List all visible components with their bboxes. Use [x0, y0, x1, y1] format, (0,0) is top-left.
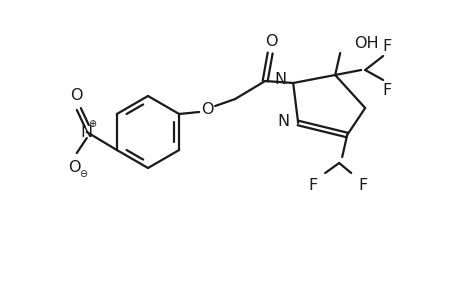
Text: N: N: [276, 113, 289, 128]
Text: ⊕: ⊕: [88, 119, 95, 129]
Text: N: N: [274, 71, 285, 86]
Text: F: F: [308, 178, 317, 193]
Text: F: F: [358, 178, 367, 193]
Text: F: F: [382, 82, 391, 98]
Text: O: O: [264, 34, 277, 49]
Text: ⊖: ⊖: [78, 169, 87, 179]
Text: OH: OH: [353, 35, 378, 50]
Text: O: O: [68, 160, 81, 175]
Text: O: O: [201, 101, 213, 116]
Text: N: N: [81, 124, 93, 140]
Text: O: O: [70, 88, 83, 103]
Text: F: F: [382, 38, 391, 53]
